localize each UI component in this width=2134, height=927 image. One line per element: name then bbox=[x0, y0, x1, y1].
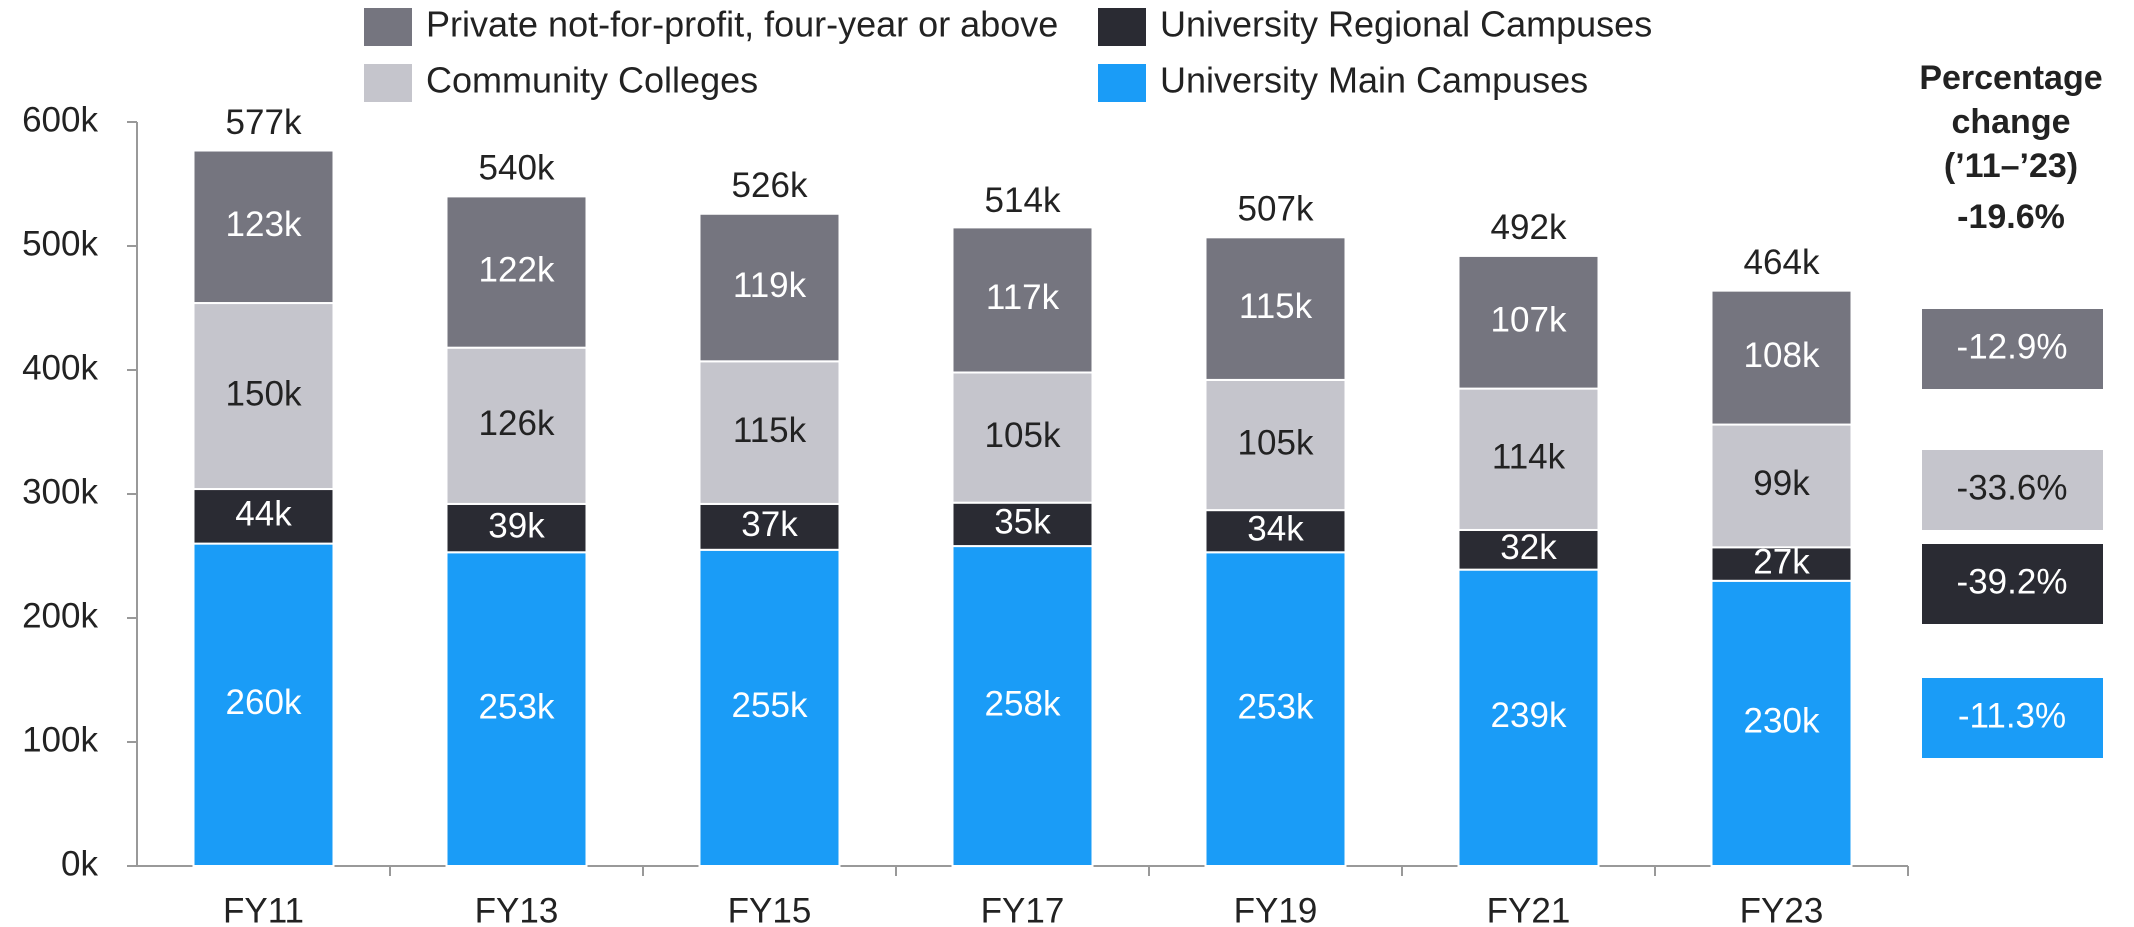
value-label: 35k bbox=[994, 503, 1051, 542]
value-label: 260k bbox=[226, 683, 302, 722]
value-label: 258k bbox=[985, 684, 1061, 723]
bar-segment bbox=[445, 195, 588, 349]
bar-segment bbox=[1710, 546, 1853, 582]
change-box bbox=[1922, 544, 2103, 624]
total-label: 540k bbox=[479, 149, 555, 188]
change-box bbox=[1922, 309, 2103, 389]
value-label: 123k bbox=[226, 205, 302, 244]
total-label: 492k bbox=[1491, 208, 1567, 247]
y-tick-label: 200k bbox=[22, 596, 98, 635]
y-tick-label: 400k bbox=[22, 348, 98, 387]
legend-swatch bbox=[1098, 8, 1146, 46]
value-label: 119k bbox=[733, 266, 807, 305]
value-label: 114k bbox=[1492, 438, 1566, 477]
total-label: 526k bbox=[732, 166, 808, 205]
value-label: 122k bbox=[479, 250, 555, 289]
value-label: 44k bbox=[235, 495, 292, 534]
legend-label: Community Colleges bbox=[426, 60, 758, 101]
value-label: 253k bbox=[1238, 687, 1314, 726]
value-label: 99k bbox=[1753, 464, 1810, 503]
value-label: 115k bbox=[1239, 287, 1313, 326]
bar-segment bbox=[698, 360, 841, 505]
legend-label: Private not-for-profit, four-year or abo… bbox=[426, 4, 1058, 45]
value-label: 32k bbox=[1500, 528, 1557, 567]
y-tick-label: 600k bbox=[22, 100, 98, 139]
legend-swatch bbox=[364, 64, 412, 102]
x-tick-label: FY21 bbox=[1487, 891, 1571, 927]
value-label: 39k bbox=[488, 506, 545, 545]
bar-segment bbox=[1204, 236, 1347, 381]
total-label: 577k bbox=[226, 103, 302, 142]
x-tick-label: FY11 bbox=[223, 891, 304, 927]
bar-segment bbox=[1204, 551, 1347, 868]
x-tick-label: FY13 bbox=[475, 891, 559, 927]
change-label: -11.3% bbox=[1958, 696, 2066, 735]
bar-segment bbox=[445, 551, 588, 868]
bar-segment bbox=[192, 542, 335, 867]
bar-segment bbox=[698, 548, 841, 867]
value-label: 37k bbox=[741, 505, 798, 544]
total-label: 464k bbox=[1744, 243, 1820, 282]
value-label: 108k bbox=[1744, 336, 1820, 375]
bar-segment bbox=[951, 226, 1094, 374]
value-label: 27k bbox=[1753, 542, 1810, 581]
value-label: 105k bbox=[985, 416, 1061, 455]
bar-segment bbox=[1710, 289, 1853, 426]
bar-segment bbox=[192, 302, 335, 491]
y-tick-label: 500k bbox=[22, 224, 98, 263]
legend-label: University Regional Campuses bbox=[1160, 4, 1652, 45]
value-label: 105k bbox=[1238, 423, 1314, 462]
total-change: -19.6% bbox=[1957, 198, 2065, 236]
bar-segment bbox=[1457, 568, 1600, 867]
y-tick-label: 100k bbox=[22, 720, 98, 759]
value-label: 255k bbox=[732, 686, 808, 725]
bar-segment bbox=[951, 501, 1094, 548]
value-label: 34k bbox=[1247, 509, 1304, 548]
value-label: 117k bbox=[986, 278, 1060, 317]
x-tick-label: FY19 bbox=[1234, 891, 1318, 927]
bar-segment bbox=[445, 502, 588, 554]
total-label: 507k bbox=[1238, 190, 1314, 229]
change-box bbox=[1922, 678, 2103, 758]
change-label: -33.6% bbox=[1957, 468, 2068, 507]
legend-swatch bbox=[364, 8, 412, 46]
bar-segment bbox=[951, 545, 1094, 868]
x-tick-label: FY23 bbox=[1740, 891, 1824, 927]
value-label: 230k bbox=[1744, 702, 1820, 741]
change-box bbox=[1922, 450, 2103, 530]
y-tick-label: 0k bbox=[61, 844, 98, 883]
bar-segment bbox=[1710, 423, 1853, 549]
value-label: 107k bbox=[1491, 301, 1567, 340]
bar-segment bbox=[698, 502, 841, 551]
bar-segment bbox=[1457, 254, 1600, 390]
value-label: 115k bbox=[733, 411, 807, 450]
bar-segment bbox=[1457, 387, 1600, 531]
bar-segment bbox=[192, 149, 335, 305]
total-label: 514k bbox=[985, 181, 1061, 220]
value-label: 253k bbox=[479, 687, 555, 726]
bar-segment bbox=[1204, 378, 1347, 512]
bar-segment bbox=[1710, 579, 1853, 867]
legend-swatch bbox=[1098, 64, 1146, 102]
y-tick-label: 300k bbox=[22, 472, 98, 511]
value-label: 150k bbox=[226, 374, 302, 413]
value-label: 239k bbox=[1491, 696, 1567, 735]
value-label: 126k bbox=[479, 404, 555, 443]
change-title: Percentage change (’11–’23) bbox=[1919, 59, 2103, 185]
bar-segment bbox=[951, 371, 1094, 504]
x-tick-label: FY17 bbox=[981, 891, 1065, 927]
change-label: -12.9% bbox=[1957, 327, 2068, 366]
bar-segment bbox=[698, 212, 841, 363]
x-tick-label: FY15 bbox=[728, 891, 812, 927]
legend-label: University Main Campuses bbox=[1160, 60, 1588, 101]
change-label: -39.2% bbox=[1957, 562, 2068, 601]
